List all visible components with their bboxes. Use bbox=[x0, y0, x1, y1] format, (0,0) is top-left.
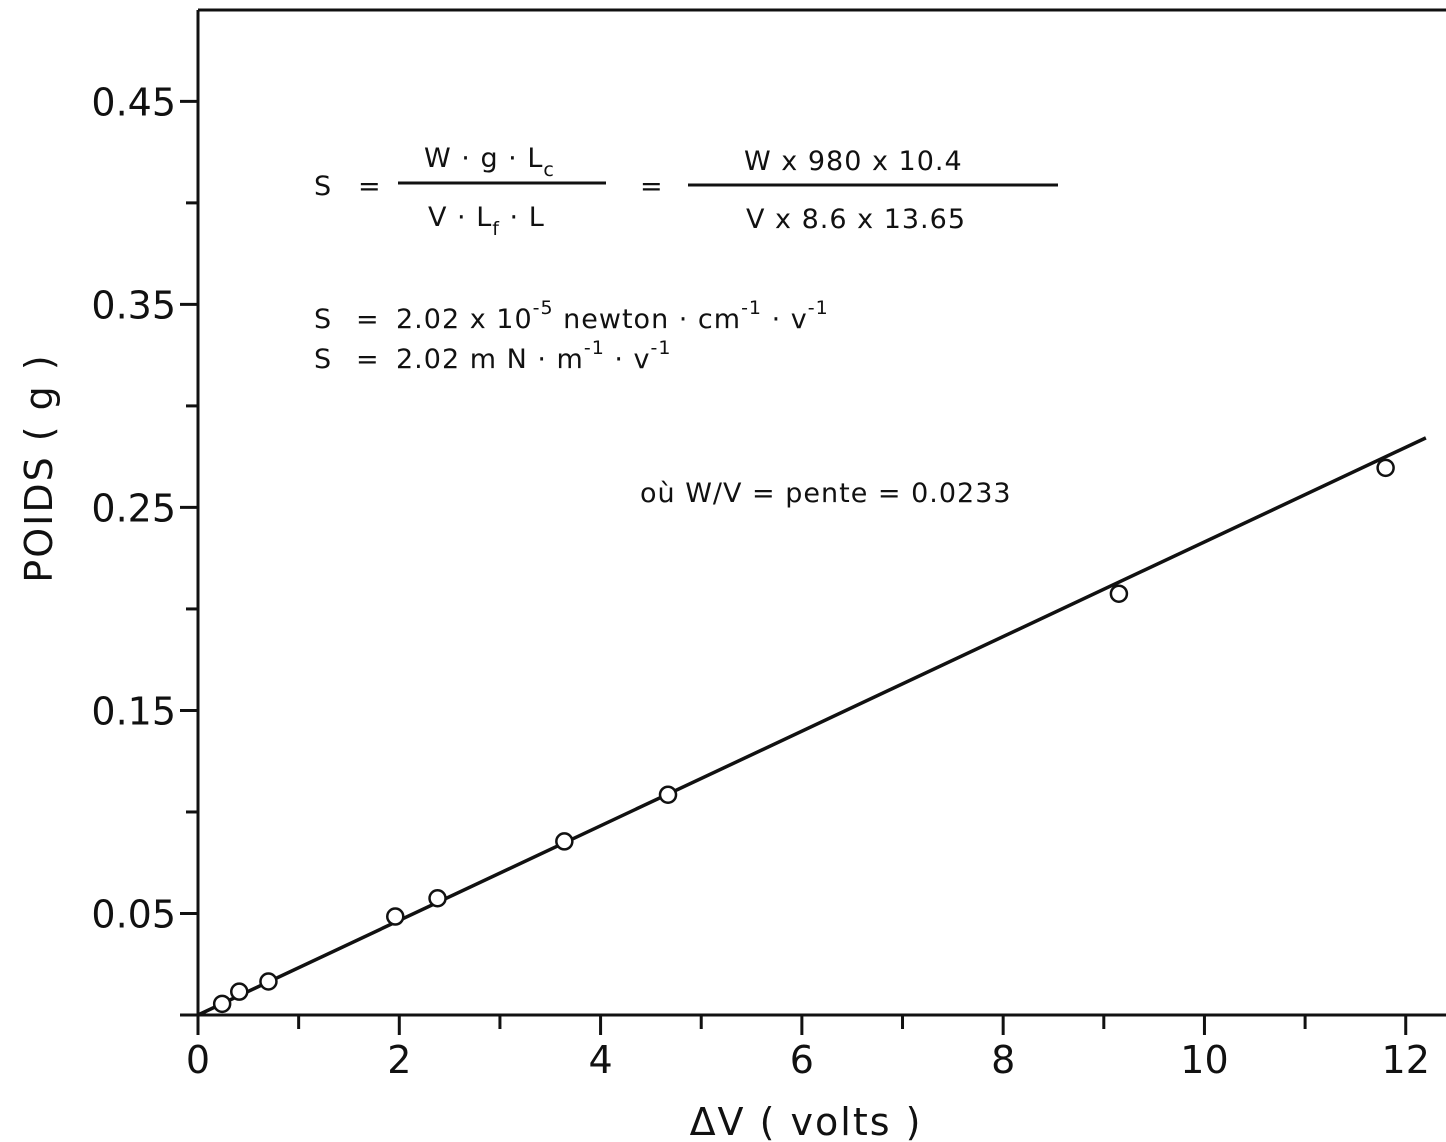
data-point bbox=[230, 982, 249, 1001]
equation-3: S = 2.02 m N · m-1 · v-1 bbox=[314, 337, 671, 375]
eq2-value: 2.02 x 10-5 newton · cm-1 · v-1 bbox=[396, 297, 829, 335]
slope-annotation: où W/V = pente = 0.0233 bbox=[640, 478, 1012, 509]
eq2-equals: = bbox=[356, 304, 380, 335]
data-points bbox=[212, 458, 1395, 1014]
x-tick-label: 2 bbox=[387, 1038, 411, 1082]
y-tick-label: 0.35 bbox=[91, 283, 176, 327]
eq1-equals: = bbox=[358, 171, 382, 202]
eq3-lhs: S bbox=[314, 344, 332, 375]
axis-ticks bbox=[180, 99, 1408, 1035]
y-axis-title: POIDS ( g ) bbox=[17, 353, 61, 582]
y-tick-label: 0.15 bbox=[91, 689, 176, 733]
data-point bbox=[212, 994, 232, 1014]
eq2-lhs: S bbox=[314, 304, 332, 335]
eq3-value: 2.02 m N · m-1 · v-1 bbox=[396, 337, 671, 375]
x-tick-label: 6 bbox=[790, 1038, 814, 1082]
eq3-equals: = bbox=[356, 344, 380, 375]
x-tick-label: 4 bbox=[588, 1038, 612, 1082]
equation-1: S = W · g · Lc V · Lf · L = W x 980 x 10… bbox=[314, 143, 1058, 240]
y-tick-label: 0.45 bbox=[91, 80, 176, 124]
x-tick-label: 0 bbox=[186, 1038, 210, 1082]
eq1-frac2-numerator: W x 980 x 10.4 bbox=[744, 146, 963, 177]
data-point bbox=[555, 832, 574, 851]
y-tick-label: 0.05 bbox=[91, 892, 176, 936]
data-point bbox=[428, 889, 447, 908]
eq1-frac1-numerator: W · g · Lc bbox=[424, 143, 555, 181]
x-axis-title: ΔV ( volts ) bbox=[690, 1100, 923, 1142]
eq1-equals-2: = bbox=[640, 171, 664, 202]
data-point bbox=[1376, 458, 1395, 478]
x-tick-label: 10 bbox=[1180, 1038, 1228, 1082]
axis-tick-labels: 0 2 4 6 8 10 12 0.05 0.15 0.25 0.35 0.45 bbox=[91, 80, 1430, 1082]
eq1-lhs: S bbox=[314, 171, 332, 202]
fit-line bbox=[197, 436, 1427, 1017]
x-tick-label: 8 bbox=[991, 1038, 1015, 1082]
eq1-frac2-denominator: V x 8.6 x 13.65 bbox=[746, 204, 966, 235]
data-point bbox=[259, 972, 278, 991]
y-tick-label: 0.25 bbox=[91, 486, 176, 530]
data-point bbox=[1109, 584, 1129, 603]
data-point bbox=[386, 907, 405, 926]
x-tick-label: 12 bbox=[1382, 1038, 1430, 1082]
equation-2: S = 2.02 x 10-5 newton · cm-1 · v-1 bbox=[314, 297, 829, 335]
data-point bbox=[658, 785, 678, 804]
eq1-frac1-denominator: V · Lf · L bbox=[428, 202, 545, 240]
